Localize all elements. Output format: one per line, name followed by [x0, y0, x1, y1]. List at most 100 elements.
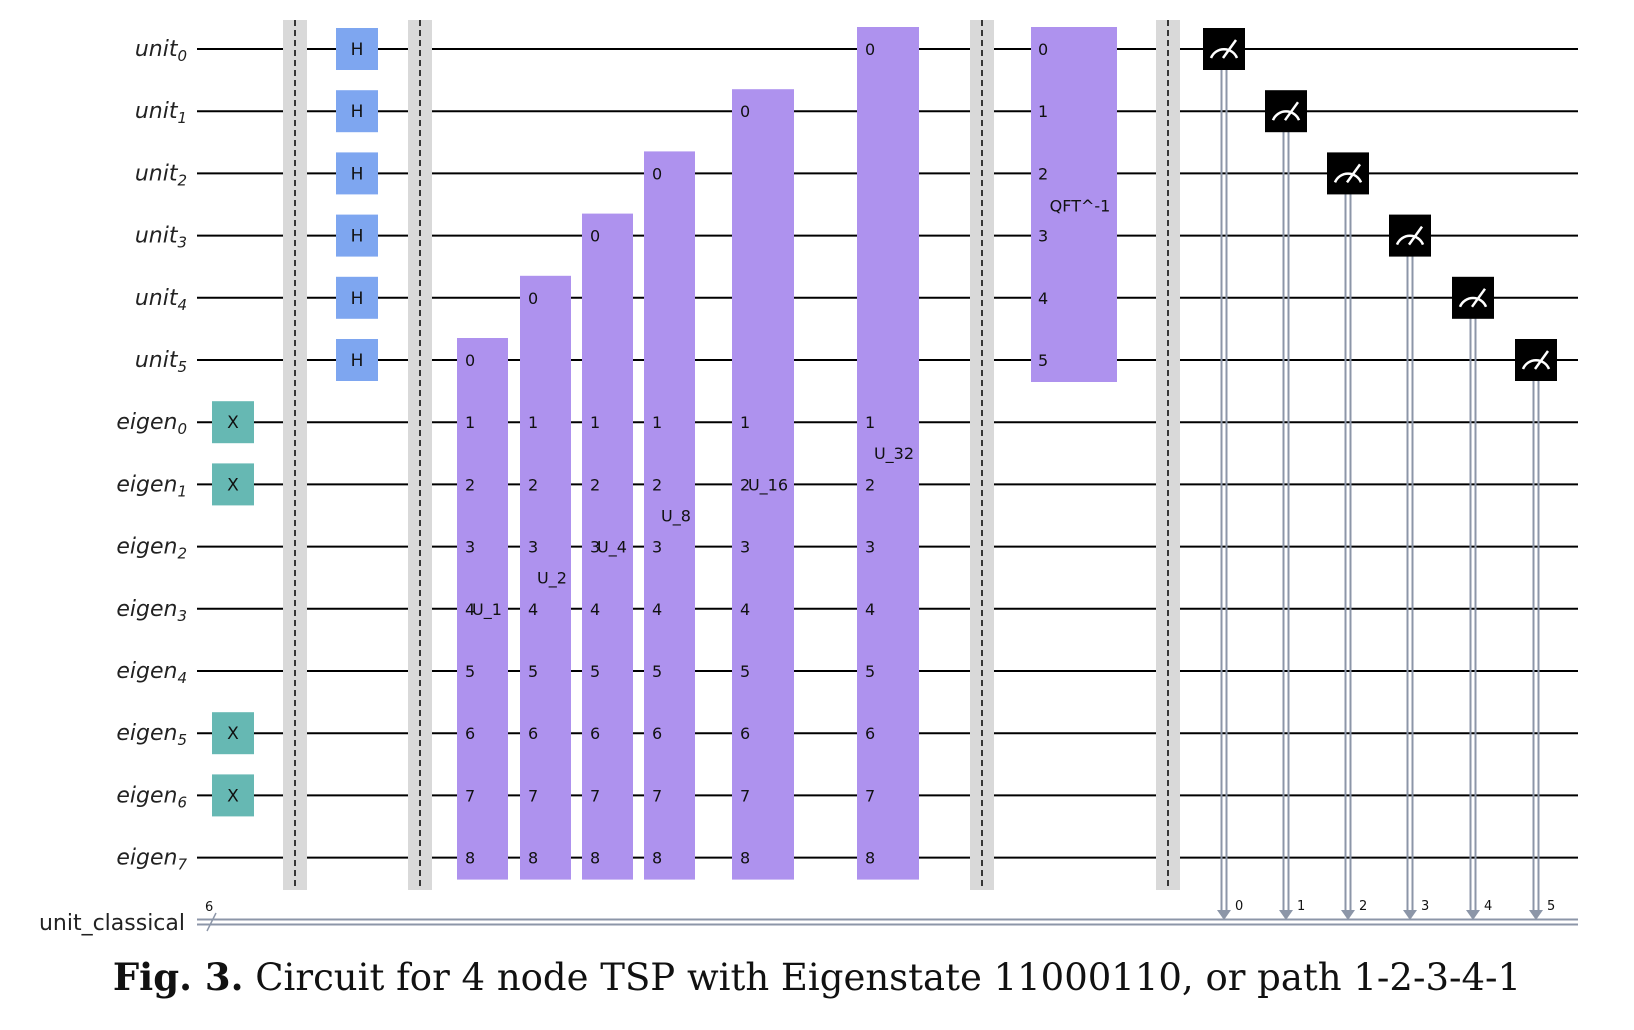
pin-label: 2	[528, 475, 538, 494]
controlled-unitary-block	[644, 151, 695, 880]
qubit-label: unit5	[135, 348, 187, 376]
measure-arrowhead	[1279, 910, 1293, 920]
h-gate	[336, 152, 378, 195]
unitary-label: U_4	[597, 538, 627, 558]
pin-label: 3	[740, 538, 750, 557]
controlled-unitary-block	[582, 213, 633, 880]
h-gate-label: H	[351, 102, 364, 122]
pin-label: 8	[590, 849, 600, 868]
pin-label: 2	[465, 475, 475, 494]
pin-label: 2	[865, 475, 875, 494]
x-gate	[212, 401, 254, 444]
barriers	[283, 20, 1180, 890]
x-gate-label: X	[227, 724, 239, 744]
pin-label: 1	[528, 413, 538, 432]
pin-label: 7	[865, 786, 875, 805]
pin-label: 8	[465, 849, 475, 868]
pin-label: 6	[740, 724, 750, 743]
h-gate	[336, 214, 378, 257]
h-gate	[336, 339, 378, 381]
qubit-label: unit3	[135, 224, 187, 252]
pin-label: 7	[652, 786, 662, 805]
pin-label: 3	[590, 538, 600, 557]
pin-label: 6	[465, 724, 475, 743]
pin-label: 8	[865, 849, 875, 868]
pin-label: 8	[652, 849, 662, 868]
measure-arrowhead	[1217, 910, 1231, 920]
pin-label: 6	[528, 724, 538, 743]
pin-label: 4	[465, 600, 475, 619]
meter-arc-icon	[1209, 48, 1239, 59]
meter-needle-icon	[1345, 163, 1362, 184]
pin-label: 0	[590, 227, 600, 246]
unitary-label: U_1	[472, 600, 502, 620]
pin-label: 3	[465, 538, 475, 557]
x-gate-label: X	[227, 786, 239, 806]
qft-pin-label: 1	[1038, 102, 1048, 121]
pin-label: 5	[740, 662, 750, 681]
pin-label: 8	[740, 849, 750, 868]
qubit-label: eigen5	[116, 721, 187, 749]
pin-label: 1	[652, 413, 662, 432]
qft-pin-label: 0	[1038, 40, 1048, 59]
pin-label: 3	[652, 538, 662, 557]
register-width-label: 6	[205, 900, 213, 915]
qubit-label: unit1	[135, 99, 187, 127]
measure-bit-label: 4	[1484, 899, 1492, 914]
controlled-unitary-block	[732, 89, 794, 880]
pin-label: 6	[652, 724, 662, 743]
x-gate	[212, 712, 254, 755]
h-gate	[336, 276, 378, 319]
pin-label: 1	[740, 413, 750, 432]
pin-label: 4	[652, 600, 662, 619]
qubit-label: eigen6	[116, 783, 187, 811]
controlled-unitary-block	[457, 338, 508, 880]
unitary-label: U_16	[748, 475, 788, 495]
meter-arc-icon	[1395, 234, 1425, 246]
pin-label: 5	[590, 662, 600, 681]
pin-label: 1	[465, 413, 475, 432]
pin-label: 6	[590, 724, 600, 743]
qft-pin-label: 3	[1038, 227, 1048, 246]
unitary-label: U_32	[874, 444, 914, 464]
qft-pin-label: 2	[1038, 164, 1048, 183]
pin-label: 1	[865, 413, 875, 432]
pin-label: 6	[865, 724, 875, 743]
classical-register-label: unit_classical	[39, 911, 185, 936]
meter-needle-icon	[1407, 225, 1424, 246]
qubit-label: eigen4	[116, 659, 187, 687]
meter-needle-icon	[1470, 288, 1487, 308]
gates: X X X X H H H H H H 0 1 2 3 4 5 6 7 8 U_1 0 1 2 3 4 5 6 7 8 U_2 0 1 2 3 4 5…	[212, 27, 1117, 880]
pin-label: 0	[740, 102, 750, 121]
qubit-label: eigen2	[116, 535, 187, 563]
qubit-label: eigen0	[116, 410, 187, 438]
h-gate-label: H	[351, 164, 364, 184]
qubit-label: unit2	[135, 161, 187, 189]
pin-label: 0	[865, 40, 875, 59]
measurements: 0 1 2 3 4 5	[1203, 28, 1557, 920]
controlled-unitary-block	[857, 27, 919, 880]
h-gate	[336, 90, 378, 133]
controlled-unitary-block	[520, 275, 571, 880]
figure-caption: Fig. 3. Circuit for 4 node TSP with Eige…	[0, 955, 1634, 999]
meter-needle-icon	[1533, 350, 1550, 370]
pin-label: 0	[465, 351, 475, 370]
qubit-label: eigen7	[116, 846, 187, 874]
h-gate-label: H	[351, 227, 364, 247]
meter-arc-icon	[1333, 172, 1363, 183]
pin-label: 0	[652, 164, 662, 183]
measure-bit-label: 5	[1547, 899, 1555, 914]
pin-label: 8	[528, 849, 538, 868]
pin-label: 3	[865, 538, 875, 557]
measure-bit-label: 0	[1235, 899, 1243, 914]
x-gate	[212, 774, 254, 817]
classical-wire: 6	[197, 900, 1578, 932]
measure-arrowhead	[1529, 910, 1543, 920]
measure-arrowhead	[1403, 910, 1417, 920]
qft-inverse-block	[1031, 27, 1117, 382]
qft-pin-label: 5	[1038, 351, 1048, 370]
pin-label: 5	[465, 662, 475, 681]
h-gate-label: H	[351, 351, 364, 371]
wire-labels: unit0 unit1 unit2 unit3 unit4 unit5 eigen0 eige…	[39, 37, 188, 936]
